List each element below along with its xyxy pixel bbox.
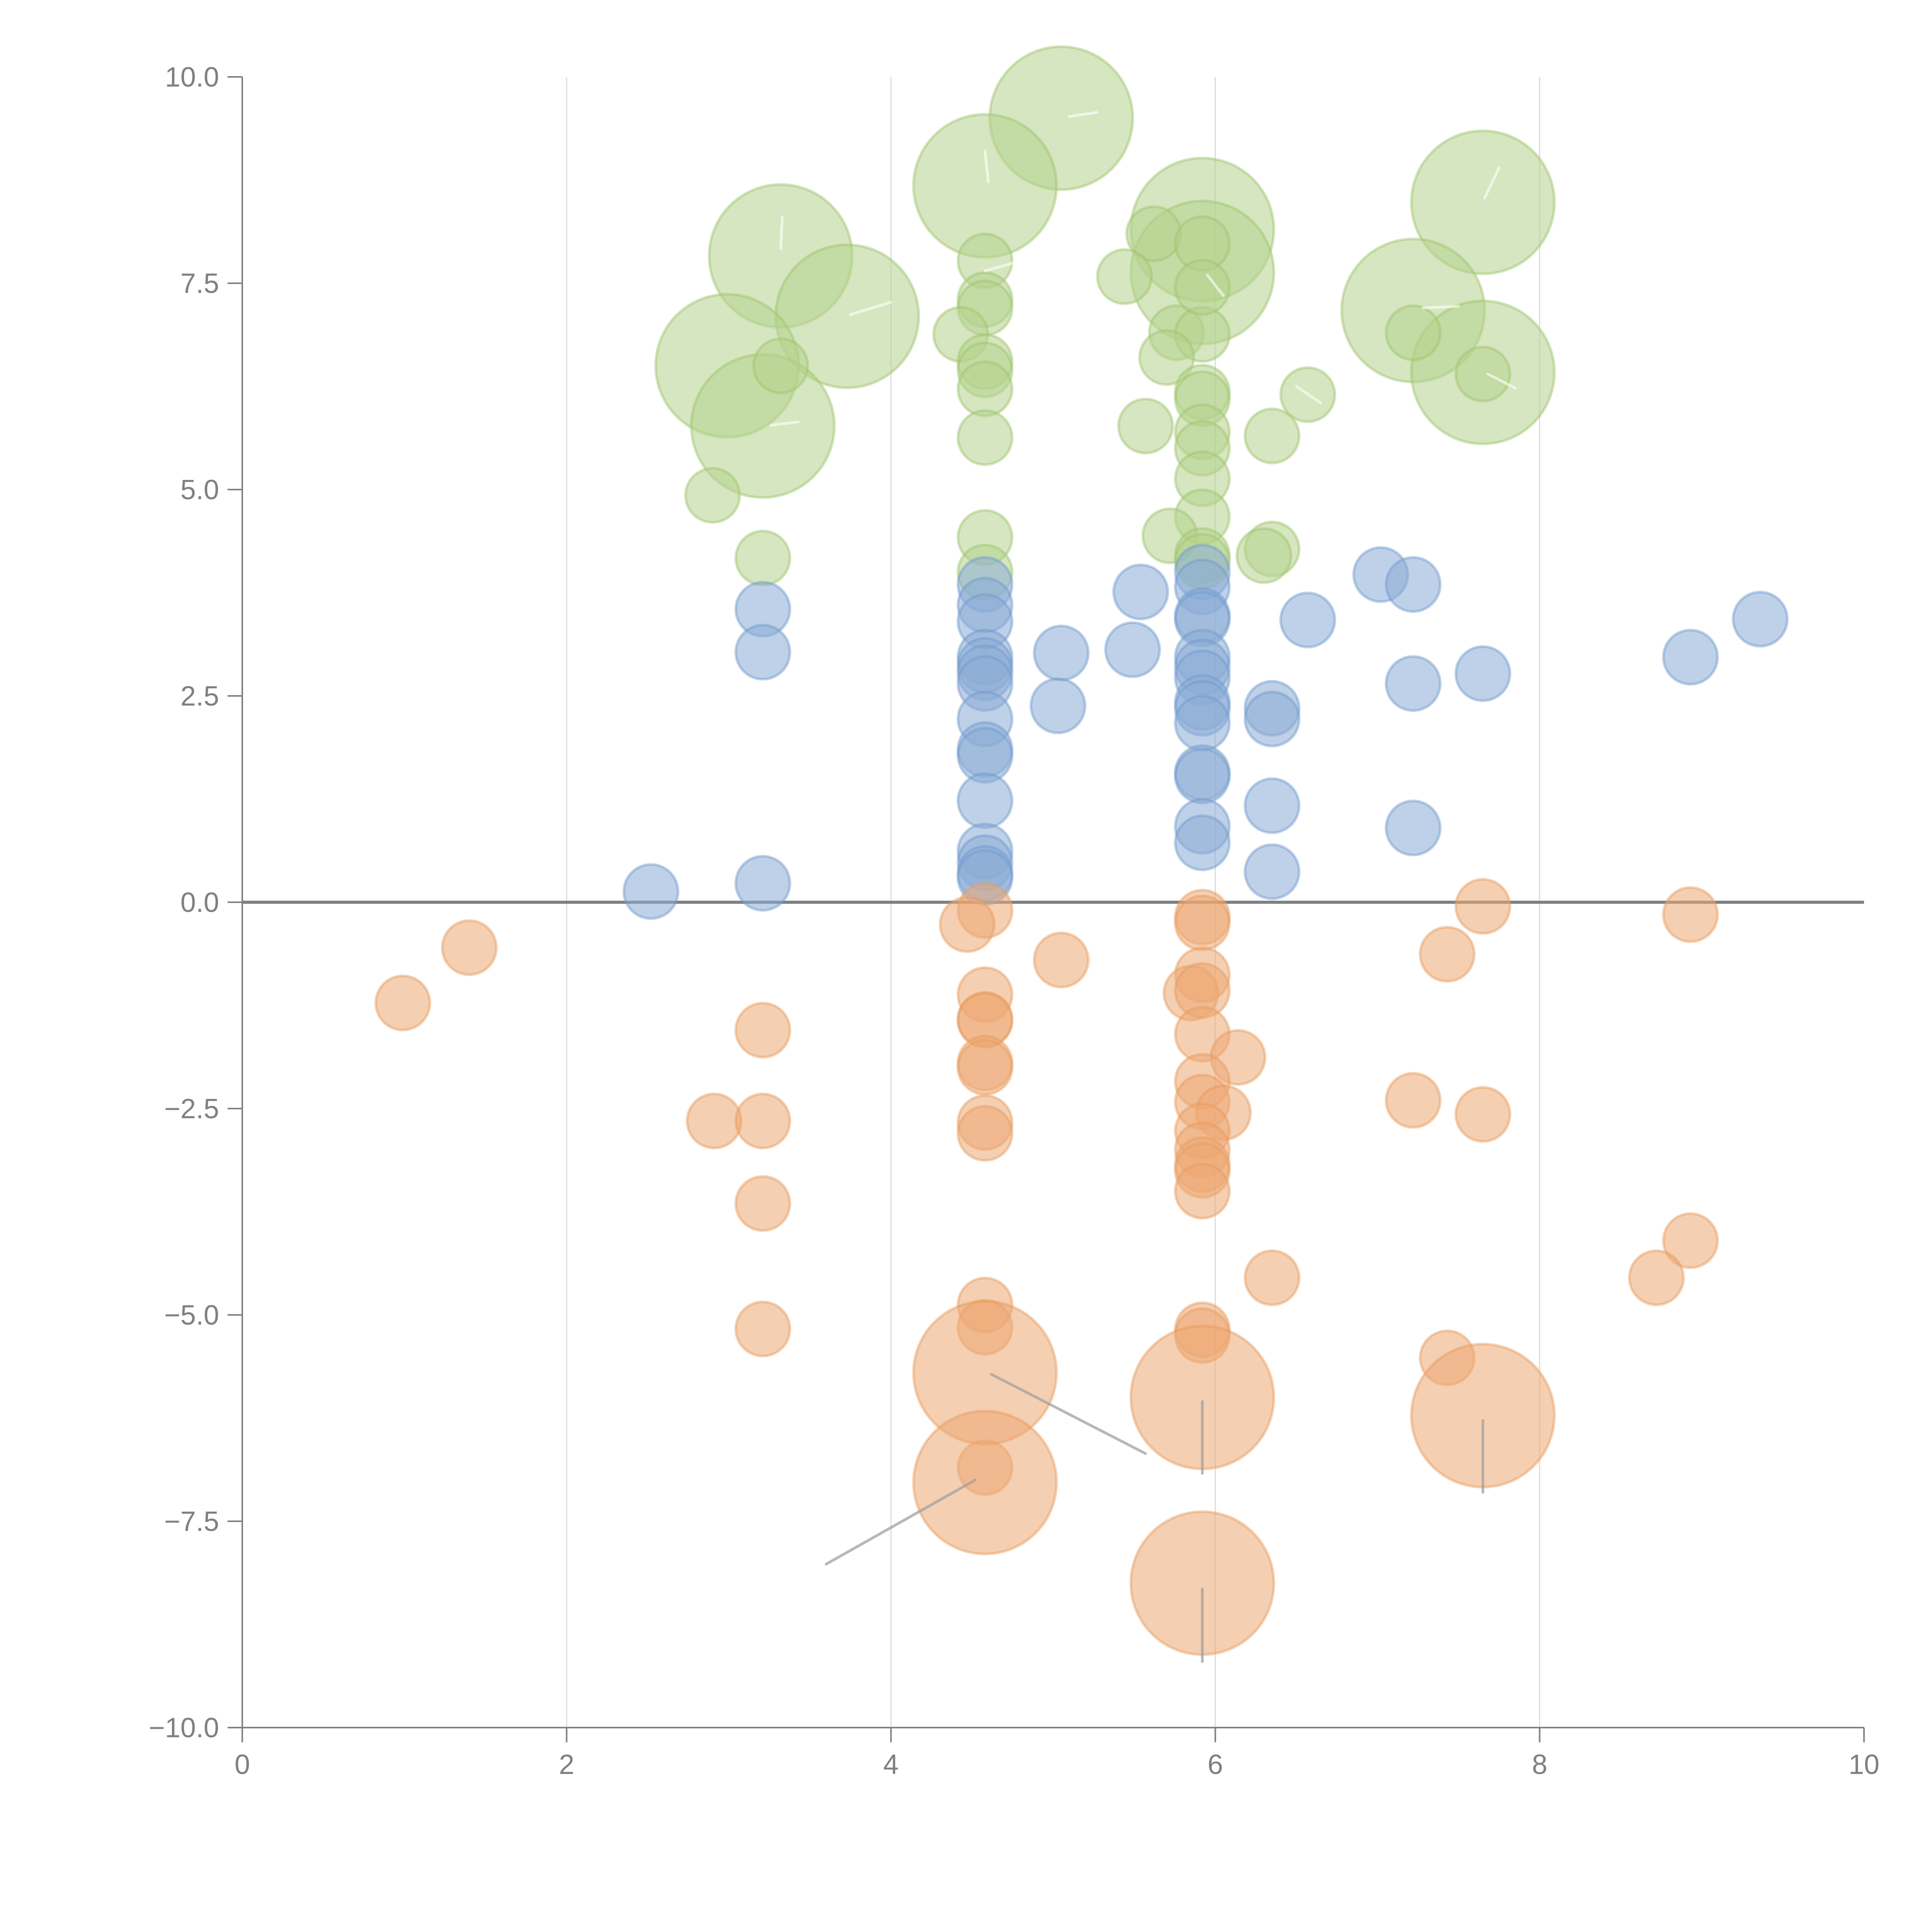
y-tick-label: 0.0	[180, 887, 219, 918]
y-tick-label: −10.0	[149, 1713, 219, 1743]
green-bubble-large	[1410, 129, 1556, 276]
blue-bubble	[622, 863, 680, 920]
x-tick-label: 6	[1208, 1749, 1223, 1780]
y-tick-label: 2.5	[180, 681, 219, 712]
blue-bubble	[1384, 556, 1442, 613]
blue-bubble	[1384, 799, 1442, 857]
blue-bubble	[1104, 621, 1161, 678]
orange-bubble	[1174, 1163, 1231, 1220]
orange-bubble	[1454, 878, 1512, 935]
blue-bubble	[1279, 591, 1336, 648]
annotation-leader-line	[1206, 274, 1225, 297]
orange-bubble	[956, 1105, 1014, 1162]
blue-bubble	[1029, 677, 1087, 735]
orange-bubble	[685, 1092, 743, 1150]
annotation-leader-line	[983, 259, 1022, 272]
y-tick-label: −2.5	[164, 1094, 219, 1124]
orange-bubble	[1384, 1072, 1442, 1129]
annotation-leader-line	[990, 1373, 1147, 1455]
blue-bubble	[1174, 694, 1231, 752]
orange-bubble	[1418, 926, 1476, 983]
y-tick-label: 7.5	[180, 268, 219, 299]
orange-bubble	[939, 896, 996, 953]
annotation-leader-line	[825, 1478, 977, 1566]
blue-bubble	[1243, 777, 1301, 834]
x-axis-ticks: 0 2 4 6 8 10	[235, 1728, 1879, 1780]
blue-bubble	[1112, 563, 1169, 621]
orange-bubble	[374, 975, 432, 1032]
y-tick-label: −7.5	[164, 1506, 219, 1537]
orange-bubble	[1662, 1212, 1719, 1269]
annotation-leader-line	[1486, 372, 1517, 389]
blue-bubble	[1243, 690, 1301, 748]
x-tick-label: 0	[235, 1749, 250, 1780]
blue-bubble	[1731, 590, 1789, 648]
x-tick-label: 10	[1849, 1749, 1879, 1780]
y-tick-label: 5.0	[180, 474, 219, 505]
blue-bubble	[734, 624, 791, 681]
green-bubble	[684, 467, 741, 524]
orange-bubble	[1662, 886, 1719, 943]
annotation-leader-line	[849, 301, 893, 316]
blue-bubble	[1174, 747, 1231, 804]
blue-bubble	[1454, 645, 1512, 702]
blue-bubble	[1662, 629, 1719, 686]
annotation-leader-line	[1421, 305, 1460, 310]
green-bubble	[1117, 398, 1174, 455]
orange-bubble	[734, 1300, 791, 1357]
orange-bubble	[1628, 1249, 1685, 1306]
green-bubble	[752, 337, 809, 395]
annotation-leader-line	[983, 150, 990, 183]
blue-bubble	[1032, 624, 1090, 682]
annotation-leader-line	[1295, 385, 1322, 405]
x-tick-label: 2	[559, 1749, 574, 1780]
green-bubble	[734, 529, 791, 587]
green-bubble	[1235, 527, 1293, 584]
green-bubble	[956, 409, 1014, 466]
orange-bubble	[1032, 932, 1090, 989]
orange-bubble	[734, 1092, 791, 1150]
green-bubble	[1096, 248, 1153, 305]
blue-bubble	[734, 855, 791, 912]
annotation-leader-line	[1483, 166, 1501, 200]
x-tick-label: 8	[1532, 1749, 1548, 1780]
orange-bubble	[1174, 894, 1231, 951]
blue-bubble	[1174, 814, 1231, 871]
green-bubble	[1454, 345, 1512, 403]
blue-bubble	[956, 772, 1014, 829]
blue-bubble	[1243, 843, 1301, 900]
green-bubble	[1174, 259, 1231, 316]
y-tick-label: 10.0	[165, 62, 219, 93]
green-bubble	[1384, 304, 1442, 361]
green-bubble	[956, 360, 1014, 417]
orange-bubble-large	[912, 1410, 1058, 1556]
y-axis-ticks: 10.0 7.5 5.0 2.5 0.0 −2.5 −5.0 −7.5 −10.0	[149, 62, 242, 1743]
green-bubble	[1243, 407, 1301, 464]
orange-bubble	[1243, 1249, 1301, 1306]
orange-bubble	[734, 1002, 791, 1059]
orange-bubble	[956, 1039, 1014, 1096]
leader-lines	[769, 111, 1517, 1663]
orange-bubble	[441, 919, 498, 976]
bubbles	[374, 45, 1789, 1656]
annotation-leader-line	[1068, 111, 1099, 118]
annotation-leader-line	[779, 216, 784, 250]
orange-bubble	[734, 1175, 791, 1232]
blue-bubble	[1384, 655, 1442, 712]
annotation-leader-line	[769, 420, 800, 427]
green-bubble	[1138, 329, 1195, 386]
orange-bubble	[1454, 1086, 1512, 1143]
y-tick-label: −5.0	[164, 1300, 219, 1331]
x-tick-label: 4	[883, 1749, 899, 1780]
